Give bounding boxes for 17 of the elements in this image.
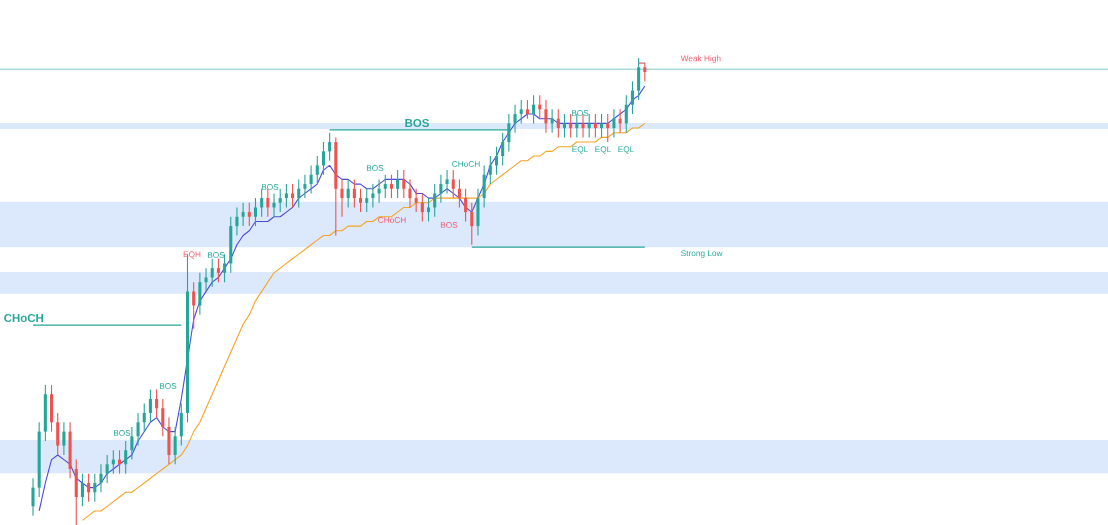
annotation: BOS bbox=[159, 383, 177, 389]
annotation: EQH bbox=[183, 251, 201, 259]
annotation: BOS bbox=[405, 118, 429, 128]
annotation: EQL bbox=[572, 146, 589, 154]
text: Weak High bbox=[680, 55, 721, 63]
annotation: BOS bbox=[207, 252, 225, 258]
annotation: BOS bbox=[440, 222, 458, 228]
annotation: BOS bbox=[571, 110, 589, 116]
annotation: BOS bbox=[261, 184, 279, 190]
annotation: CHoCH bbox=[4, 313, 44, 323]
annotation: EQL bbox=[618, 146, 635, 154]
text: Strong Low bbox=[681, 250, 723, 258]
annotation: EQL bbox=[595, 146, 612, 154]
annotation: CHoCH bbox=[378, 217, 406, 223]
annotation: BOS bbox=[366, 165, 384, 171]
annotation: CHoCH bbox=[452, 161, 480, 167]
annotation: BOS bbox=[113, 430, 131, 436]
